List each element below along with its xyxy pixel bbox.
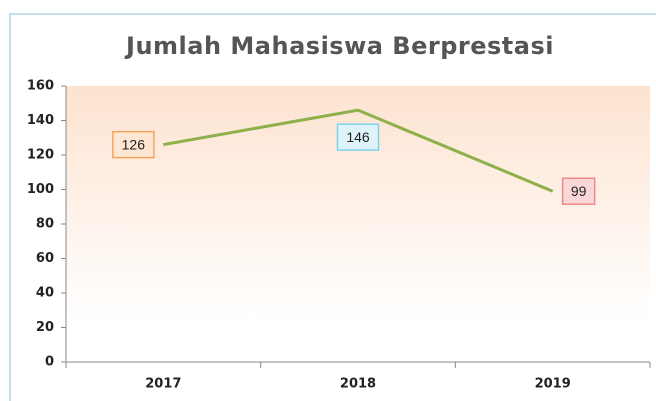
value-label-box [561, 177, 596, 205]
chart-title: Jumlah Mahasiswa Berprestasi [124, 32, 554, 60]
line [163, 108, 554, 193]
x-tick-label: 2017 [145, 377, 181, 392]
y-tick-label: 20 [36, 320, 54, 335]
y-tick-label: 60 [36, 251, 54, 266]
y-tick-label: 80 [36, 217, 54, 232]
y-tick-label: 0 [45, 355, 54, 370]
value-label-box [336, 123, 380, 151]
value-label: 126 [122, 136, 146, 152]
x-tick-label: 2018 [340, 377, 376, 392]
y-tick-label: 40 [36, 286, 54, 301]
y-tick-label: 120 [27, 148, 54, 163]
x-tick-label: 2019 [535, 377, 571, 392]
y-tick-label: 140 [27, 113, 54, 128]
y-tick-label: 100 [27, 182, 54, 197]
value-label: 99 [571, 183, 587, 199]
y-tick-label: 160 [27, 79, 54, 94]
value-label-box [112, 130, 155, 159]
value-label: 146 [346, 129, 370, 145]
